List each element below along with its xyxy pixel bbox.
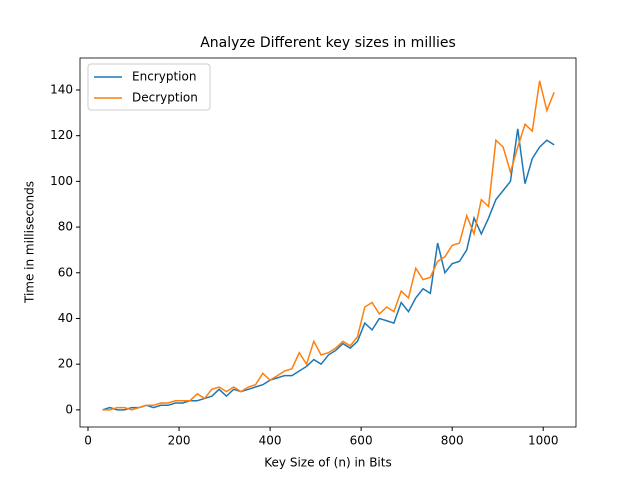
x-tick-label: 600	[350, 434, 373, 448]
y-tick-label: 140	[50, 82, 73, 96]
x-tick-label: 1000	[528, 434, 559, 448]
x-tick-label: 200	[168, 434, 191, 448]
y-tick-label: 0	[65, 402, 73, 416]
x-tick-label: 0	[84, 434, 92, 448]
y-tick-label: 120	[50, 128, 73, 142]
x-tick-label: 400	[259, 434, 282, 448]
plot-frame	[79, 57, 577, 428]
legend-label: Decryption	[132, 91, 198, 105]
y-tick-label: 80	[58, 220, 73, 234]
legend-label: Encryption	[132, 70, 196, 84]
y-axis-label: Time in milliseconds	[23, 181, 37, 304]
chart-title: Analyze Different key sizes in millies	[200, 35, 456, 51]
line-series	[102, 128, 555, 411]
x-axis-label: Key Size of (n) in Bits	[264, 456, 391, 470]
y-tick-label: 60	[58, 265, 73, 279]
y-tick-label: 20	[58, 357, 73, 371]
y-tick-label: 100	[50, 174, 73, 188]
x-tick-label: 800	[441, 434, 464, 448]
line-series	[102, 80, 555, 411]
y-tick-label: 40	[58, 311, 73, 325]
